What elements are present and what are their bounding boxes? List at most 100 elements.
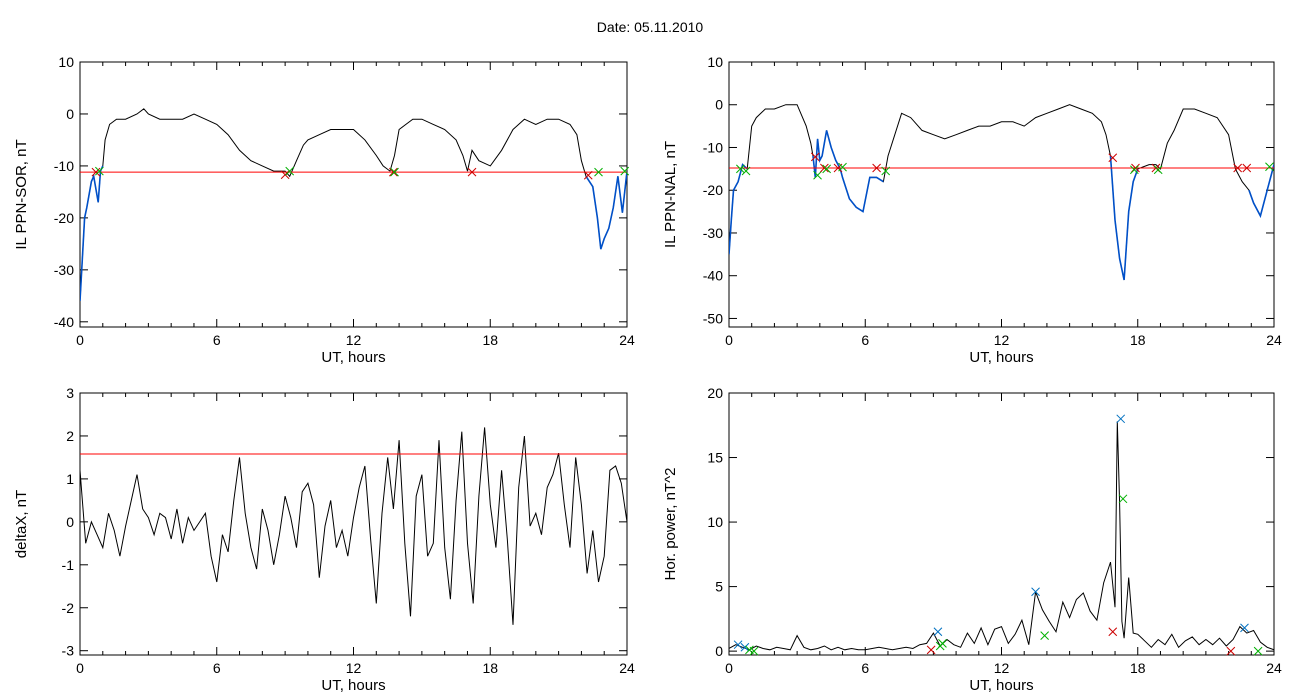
y-axis-label: IL PPN-NAL, nT (662, 141, 679, 248)
marker-cross (1233, 163, 1243, 173)
y-tick-label: -20 (54, 210, 74, 226)
marker-cross (1265, 162, 1274, 172)
x-tick-label: 24 (1266, 660, 1282, 676)
marker-cross (1108, 627, 1118, 637)
y-tick-label: -40 (54, 314, 74, 330)
panel-hor: 0 6 12 18 24 0 5 10 15 20 UT, hours Hor. power, nT^… (662, 385, 1282, 694)
marker-cross (1116, 414, 1126, 424)
y-tick-label: 1 (66, 471, 74, 487)
y-tick-label: 0 (715, 97, 723, 113)
marker-cross (1108, 153, 1118, 163)
y-tick-label: -40 (703, 268, 723, 284)
x-tick-label: 0 (725, 660, 733, 676)
y-tick-label: 0 (66, 514, 74, 530)
marker-cross (926, 645, 936, 655)
x-axis-label: UT, hours (969, 677, 1033, 694)
x-tick-label: 24 (1266, 332, 1282, 348)
x-tick-label: 6 (213, 660, 221, 676)
marker-cross (280, 170, 290, 180)
x-axis-label: UT, hours (321, 677, 385, 694)
x-tick-label: 0 (76, 660, 84, 676)
y-tick-label: 10 (707, 514, 723, 530)
marker-cross (740, 642, 750, 652)
marker-cross (813, 170, 822, 180)
x-tick-label: 24 (619, 660, 635, 676)
marker-cross (467, 167, 477, 177)
y-tick-label: -50 (703, 310, 723, 326)
y-tick-label: 10 (58, 54, 74, 70)
y-tick-label: -10 (703, 139, 723, 155)
marker-cross (389, 167, 398, 177)
panel-sor: 0 6 12 18 24 -40 -30 -20 -10 0 10 UT, hours IL PPN-S… (13, 54, 635, 366)
y-tick-label: 15 (707, 450, 723, 466)
x-tick-label: 12 (994, 660, 1010, 676)
marker-cross (881, 166, 891, 176)
x-tick-label: 6 (861, 332, 869, 348)
series-line (729, 421, 1274, 651)
y-tick-label: -30 (703, 225, 723, 241)
marker-cross (872, 163, 881, 173)
marker-cross (583, 170, 593, 180)
highlight-segment (812, 130, 884, 213)
highlight-segment (1109, 155, 1139, 281)
marker-cross (1240, 623, 1249, 633)
marker-cross (838, 162, 847, 172)
marker-cross (822, 164, 831, 174)
marker-cross (1118, 494, 1128, 504)
marker-cross (1153, 165, 1163, 175)
plot-frame (79, 392, 628, 656)
y-axis-label: IL PPN-SOR, nT (13, 139, 30, 249)
marker-cross (810, 152, 820, 162)
x-tick-label: 18 (1130, 332, 1146, 348)
highlight-segment (1248, 164, 1274, 219)
y-tick-label: 5 (715, 579, 723, 595)
y-tick-label: 20 (707, 385, 723, 401)
marker-cross (741, 166, 751, 176)
y-tick-label: -1 (62, 557, 75, 573)
marker-cross (1253, 646, 1263, 656)
x-axis-label: UT, hours (321, 349, 385, 366)
marker-cross (1040, 631, 1049, 640)
y-tick-label: 0 (66, 106, 74, 122)
series-line (729, 104, 1274, 281)
y-axis-label: Hor. power, nT^2 (662, 468, 679, 581)
panel-nal: 0 6 12 18 24 -50 -40 -30 -20 -10 0 10 UT, hours IL PP… (662, 54, 1282, 366)
marker-cross (749, 646, 759, 656)
marker-cross (933, 627, 943, 637)
x-tick-label: 6 (861, 660, 869, 676)
plot-frame (79, 61, 628, 328)
y-axis-label: deltaX, nT (13, 490, 30, 558)
y-tick-label: -3 (62, 643, 75, 659)
plot-frame (728, 392, 1275, 656)
y-tick-label: -20 (703, 182, 723, 198)
marker-cross (91, 167, 101, 177)
marker-cross (820, 163, 829, 173)
y-tick-label: 2 (66, 428, 74, 444)
highlight-segment (80, 165, 104, 302)
marker-cross (1226, 646, 1236, 656)
marker-cross (736, 164, 745, 174)
marker-cross (1031, 587, 1040, 597)
marker-cross (733, 640, 743, 650)
x-tick-label: 0 (725, 332, 733, 348)
x-tick-label: 0 (76, 332, 84, 348)
marker-cross (95, 166, 104, 176)
y-tick-label: -10 (54, 158, 74, 174)
figure-title: Date: 05.11.2010 (596, 19, 704, 35)
marker-cross (1242, 163, 1252, 173)
highlight-segment (585, 171, 627, 250)
y-tick-label: -30 (54, 262, 74, 278)
y-tick-label: 3 (66, 385, 74, 401)
x-tick-label: 18 (482, 660, 498, 676)
x-tick-label: 24 (619, 332, 635, 348)
series-line (80, 108, 627, 302)
marker-cross (285, 166, 295, 176)
x-tick-label: 12 (346, 660, 362, 676)
x-tick-label: 18 (482, 332, 498, 348)
x-tick-label: 6 (213, 332, 221, 348)
marker-cross (390, 167, 399, 177)
x-tick-label: 12 (994, 332, 1010, 348)
y-tick-label: 0 (715, 643, 723, 659)
